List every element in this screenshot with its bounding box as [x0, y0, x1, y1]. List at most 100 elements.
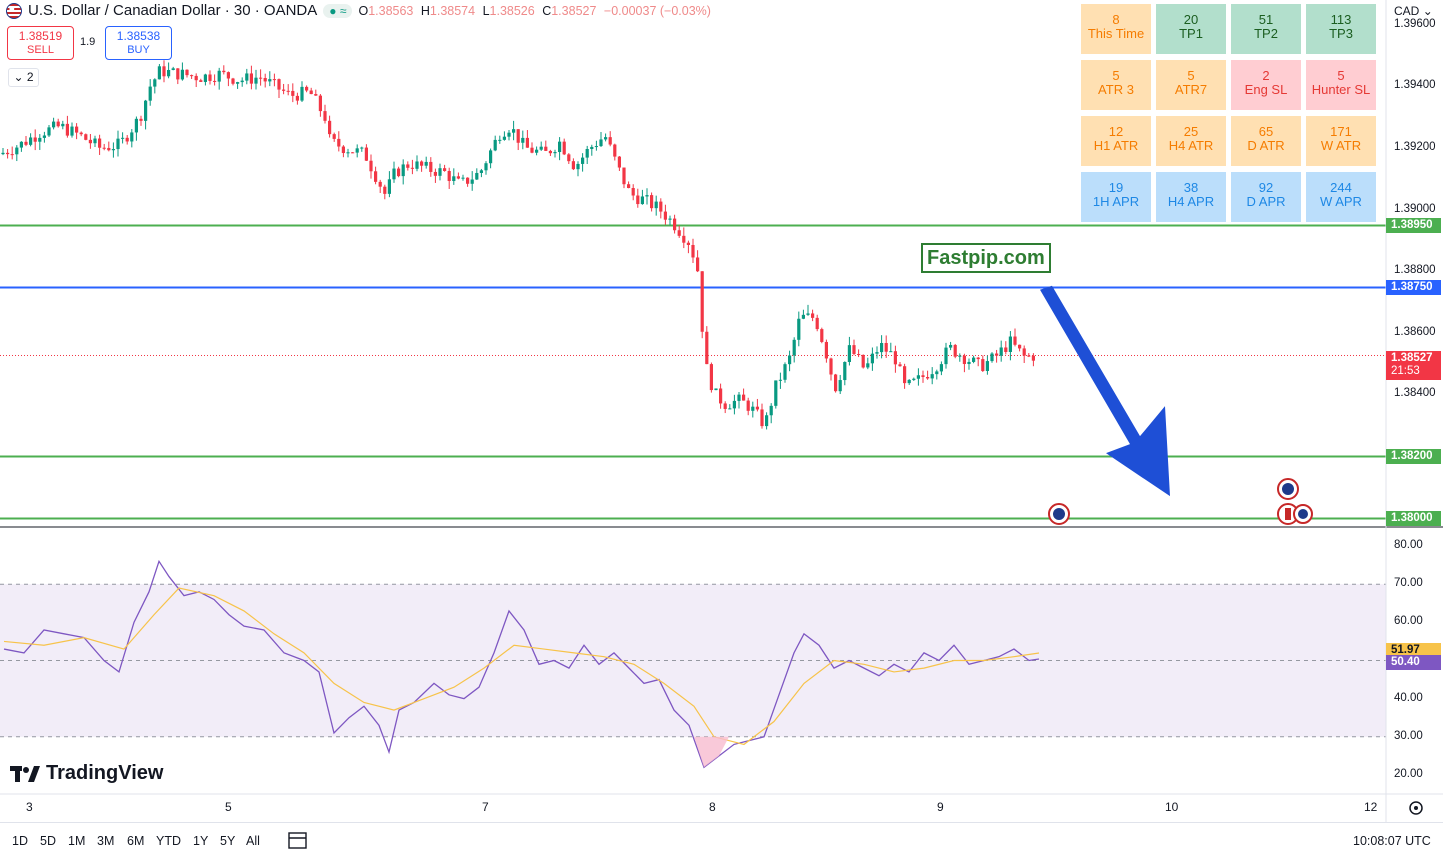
candle[interactable]	[930, 367, 934, 385]
candle[interactable]	[410, 159, 414, 175]
candle[interactable]	[98, 134, 102, 155]
candle[interactable]	[654, 195, 658, 216]
canada-flag-icon[interactable]	[1277, 503, 1299, 525]
candle[interactable]	[751, 401, 755, 418]
candle[interactable]	[1031, 353, 1035, 367]
timeframe-button[interactable]: All	[246, 834, 260, 848]
candle[interactable]	[203, 73, 207, 86]
candle[interactable]	[576, 161, 580, 177]
market-status-badge[interactable]: ● ≈	[323, 3, 353, 18]
candle[interactable]	[245, 68, 249, 85]
tradingview-logo[interactable]: TradingView	[10, 762, 163, 785]
candle[interactable]	[995, 349, 999, 363]
candle[interactable]	[56, 118, 60, 128]
candle[interactable]	[332, 132, 336, 142]
candle[interactable]	[645, 188, 649, 205]
candle[interactable]	[976, 356, 980, 367]
candle[interactable]	[617, 156, 621, 171]
candle[interactable]	[452, 168, 456, 185]
candle[interactable]	[677, 225, 681, 238]
indicators-toggle[interactable]: ⌄ 2	[8, 68, 39, 87]
candle[interactable]	[530, 142, 534, 154]
candle[interactable]	[226, 71, 230, 87]
candle[interactable]	[65, 115, 69, 138]
candle[interactable]	[456, 172, 460, 180]
candle[interactable]	[415, 155, 419, 172]
candle[interactable]	[594, 140, 598, 151]
candle[interactable]	[926, 370, 930, 380]
candle[interactable]	[884, 335, 888, 358]
candle[interactable]	[870, 347, 874, 371]
candle[interactable]	[461, 174, 465, 181]
timeframe-button[interactable]: 1D	[12, 834, 28, 848]
candle[interactable]	[990, 352, 994, 363]
candle[interactable]	[351, 152, 355, 154]
candle[interactable]	[134, 116, 138, 141]
candle[interactable]	[912, 377, 916, 381]
candle[interactable]	[599, 131, 603, 147]
candle[interactable]	[866, 357, 870, 370]
rsi-line[interactable]	[3, 559, 1040, 769]
candle[interactable]	[650, 192, 654, 212]
candle[interactable]	[778, 372, 782, 389]
candle[interactable]	[539, 141, 543, 151]
candle[interactable]	[19, 141, 23, 152]
candle[interactable]	[194, 73, 198, 88]
candle[interactable]	[309, 87, 313, 95]
candle[interactable]	[180, 62, 184, 81]
candle[interactable]	[709, 362, 713, 393]
candle[interactable]	[544, 140, 548, 152]
candle[interactable]	[52, 117, 56, 130]
candle[interactable]	[498, 135, 502, 144]
candle[interactable]	[29, 133, 33, 147]
candle[interactable]	[466, 177, 470, 187]
candle[interactable]	[236, 81, 240, 89]
candle[interactable]	[627, 181, 631, 189]
candle[interactable]	[374, 166, 378, 185]
candle[interactable]	[755, 398, 759, 412]
candle[interactable]	[834, 373, 838, 393]
candle[interactable]	[406, 161, 410, 171]
candle[interactable]	[631, 184, 635, 201]
candle[interactable]	[369, 154, 373, 179]
candle[interactable]	[167, 62, 171, 79]
candle[interactable]	[953, 343, 957, 359]
candle[interactable]	[806, 304, 810, 316]
candle[interactable]	[880, 335, 884, 359]
candle[interactable]	[355, 144, 359, 158]
candle[interactable]	[378, 179, 382, 194]
timeframe-button[interactable]: 1M	[68, 834, 86, 848]
candle[interactable]	[512, 120, 516, 141]
candle[interactable]	[783, 362, 787, 383]
candle[interactable]	[893, 345, 897, 373]
candle[interactable]	[157, 64, 161, 80]
candle[interactable]	[272, 73, 276, 87]
candle[interactable]	[217, 67, 221, 90]
candle[interactable]	[328, 115, 332, 138]
candle[interactable]	[719, 383, 723, 409]
candle[interactable]	[392, 161, 396, 183]
candle[interactable]	[88, 133, 92, 149]
candle[interactable]	[820, 327, 824, 344]
candle[interactable]	[581, 153, 585, 172]
candle[interactable]	[116, 130, 120, 157]
candle[interactable]	[111, 142, 115, 158]
candle[interactable]	[15, 145, 19, 162]
candle[interactable]	[282, 83, 286, 95]
candle[interactable]	[470, 171, 474, 191]
candle[interactable]	[985, 355, 989, 375]
candle[interactable]	[548, 149, 552, 156]
candle[interactable]	[75, 123, 79, 140]
candle[interactable]	[999, 340, 1003, 362]
candle[interactable]	[797, 311, 801, 347]
candle[interactable]	[397, 166, 401, 178]
candle[interactable]	[765, 412, 769, 430]
timeframe-button[interactable]: YTD	[156, 834, 181, 848]
candle[interactable]	[1018, 344, 1022, 352]
candle[interactable]	[861, 354, 865, 369]
candle[interactable]	[921, 370, 925, 383]
candle[interactable]	[958, 353, 962, 362]
candle[interactable]	[705, 326, 709, 365]
candle[interactable]	[640, 189, 644, 205]
symbol-title[interactable]: U.S. Dollar / Canadian Dollar · 30 · OAN…	[28, 2, 318, 19]
